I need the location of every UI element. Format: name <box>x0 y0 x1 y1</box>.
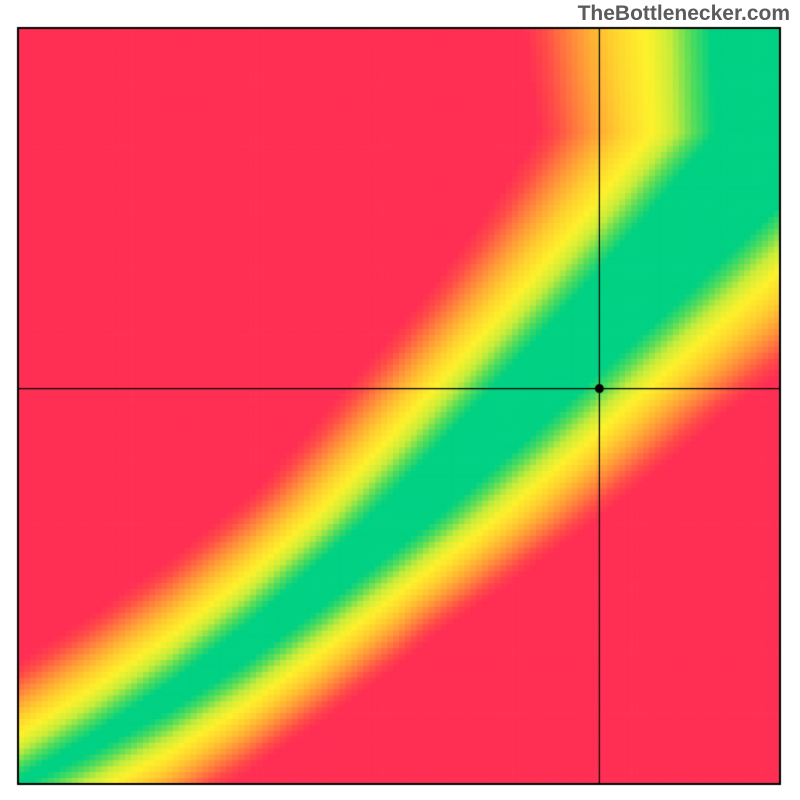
bottleneck-heatmap <box>0 0 800 800</box>
chart-container: TheBottlenecker.com <box>0 0 800 800</box>
attribution-text: TheBottlenecker.com <box>578 2 790 26</box>
